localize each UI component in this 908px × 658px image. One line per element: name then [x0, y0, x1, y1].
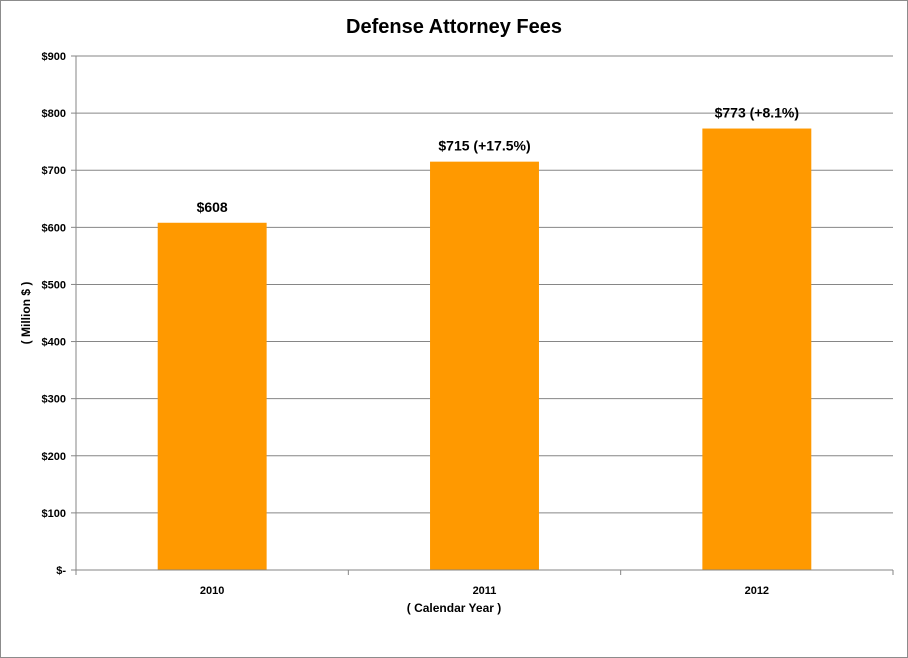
y-tick-label: $300 — [42, 394, 66, 406]
bars — [157, 128, 812, 570]
bar-2011 — [430, 161, 539, 570]
y-tick-label: $- — [56, 565, 66, 577]
y-tick-label: $700 — [42, 165, 66, 177]
y-axis-label: ( Million $ ) — [19, 282, 33, 345]
y-tick-labels: $- $100 $200 $300 $400 $500 $600 $700 $800 $900 — [42, 51, 76, 577]
x-tick-label: 2012 — [745, 585, 769, 597]
y-tick-label: $200 — [42, 451, 66, 463]
y-tick-label: $500 — [42, 279, 66, 291]
data-label: $715 (+17.5%) — [438, 138, 530, 154]
bar-2012 — [702, 128, 812, 570]
y-tick-label: $800 — [42, 108, 66, 120]
x-tick-label: 2011 — [473, 585, 497, 597]
bar-2010 — [157, 222, 267, 570]
data-label: $773 (+8.1%) — [715, 105, 799, 121]
y-tick-label: $100 — [42, 508, 66, 520]
x-tick-label: 2010 — [200, 585, 224, 597]
y-tick-label: $600 — [42, 222, 66, 234]
chart-title: Defense Attorney Fees — [346, 16, 562, 38]
y-tick-label: $400 — [42, 337, 66, 349]
data-label: $608 — [197, 199, 228, 215]
x-axis-label: ( Calendar Year ) — [407, 601, 502, 615]
y-tick-label: $900 — [42, 51, 66, 63]
x-tick-labels: 2010 2011 2012 — [200, 585, 769, 597]
data-labels: $608 $715 (+17.5%) $773 (+8.1%) — [197, 105, 799, 215]
axes — [75, 56, 894, 575]
